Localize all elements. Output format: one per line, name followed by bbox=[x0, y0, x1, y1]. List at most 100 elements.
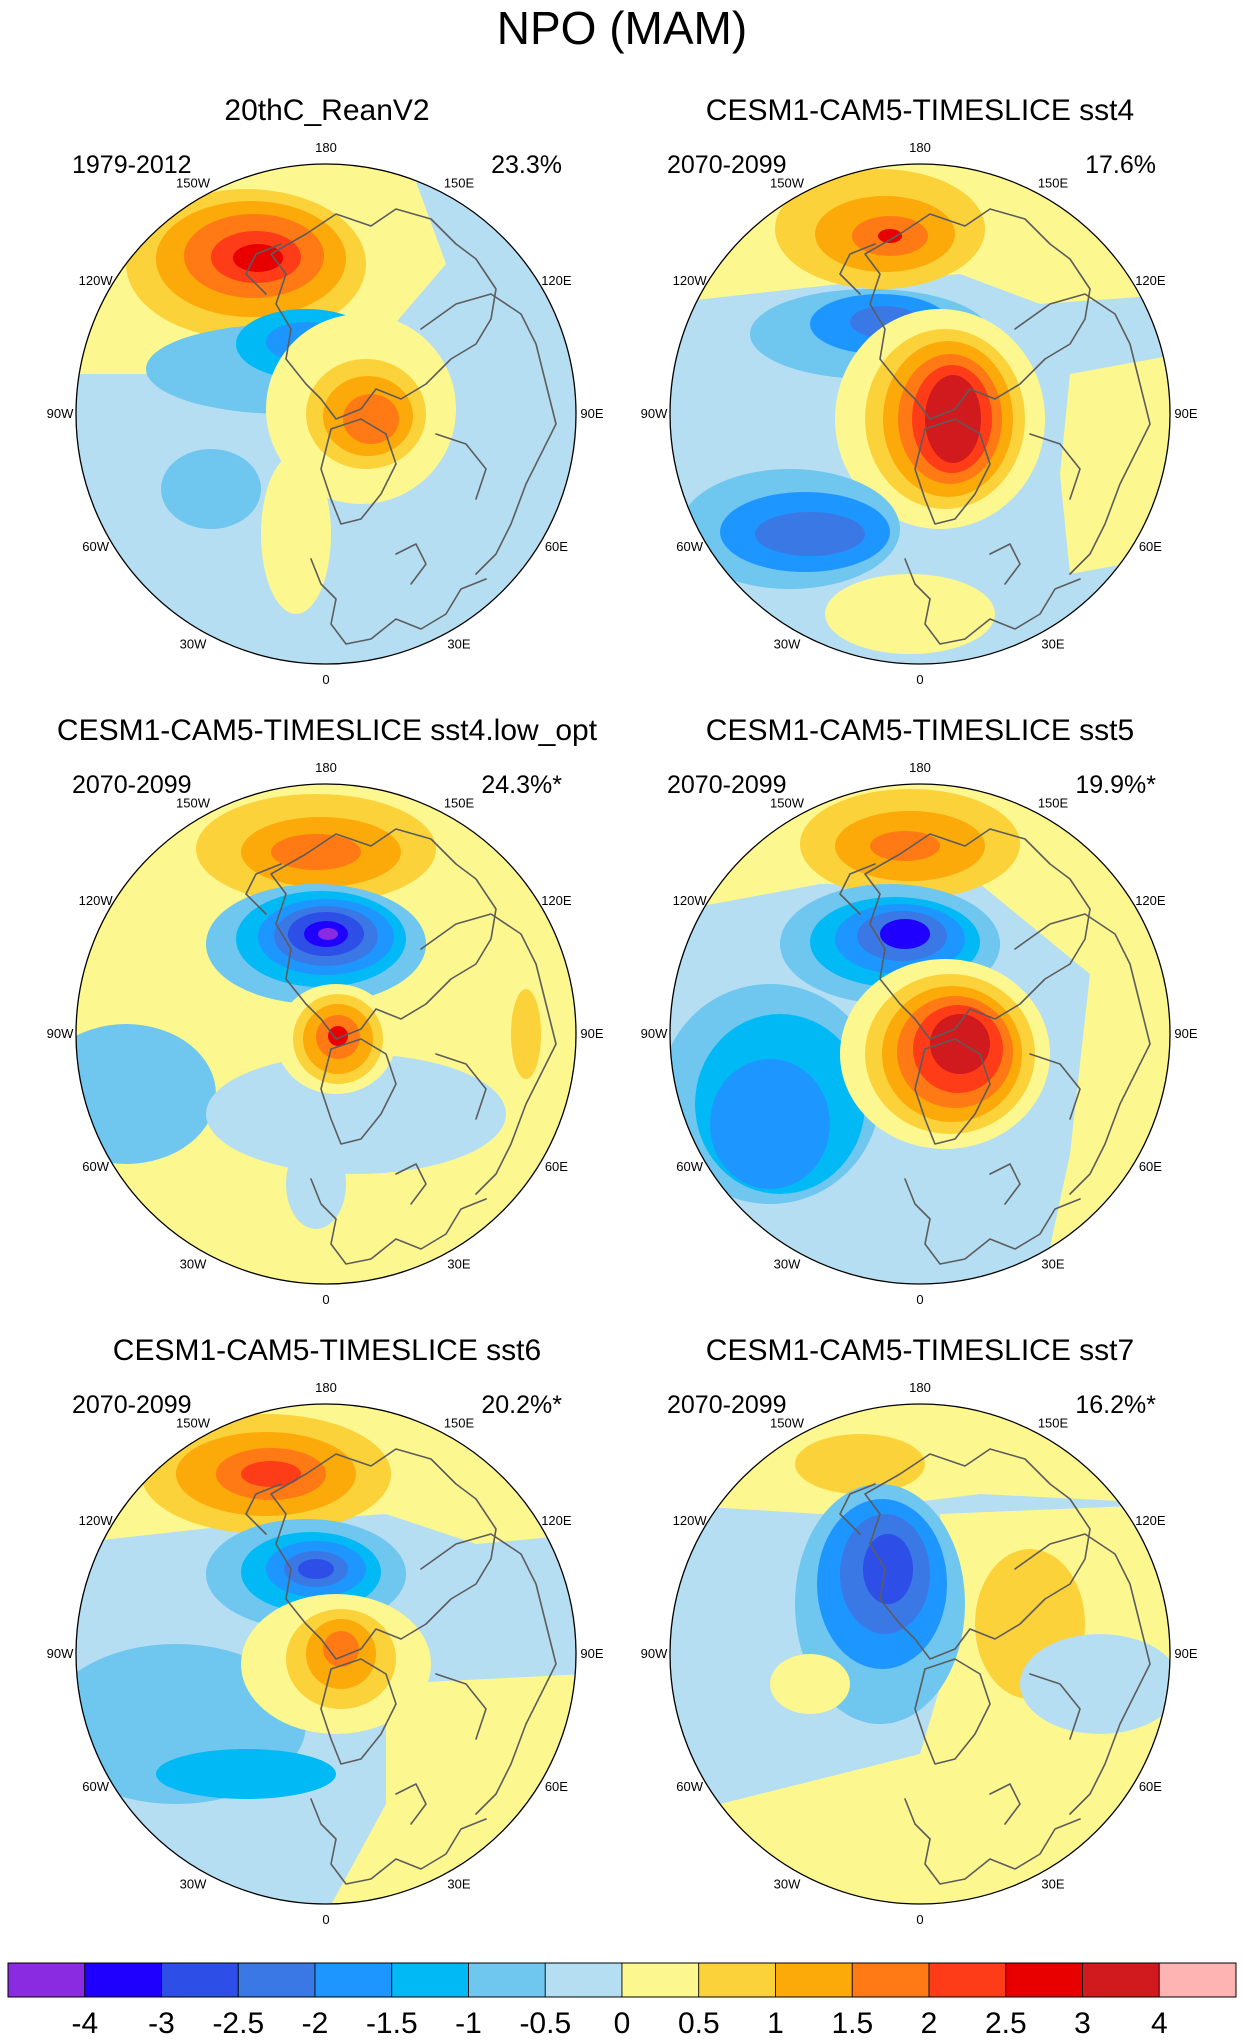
lon-label: 60E bbox=[1139, 1779, 1162, 1794]
lon-label: 150W bbox=[176, 796, 211, 811]
lon-label: 30W bbox=[180, 1256, 207, 1271]
colorbar-box bbox=[1158, 1962, 1237, 1998]
lon-label: 30W bbox=[774, 1876, 801, 1891]
lon-label: 60E bbox=[545, 1159, 568, 1174]
lon-label: 60E bbox=[1139, 1159, 1162, 1174]
longitude-labels: 180 150E 120E 90E 60E 30E 0 30W 60W 90W 120W 150W bbox=[47, 140, 604, 687]
lon-label: 30E bbox=[1041, 1876, 1064, 1891]
lon-label: 0 bbox=[322, 1912, 329, 1927]
lon-label: 150W bbox=[770, 796, 805, 811]
lon-label: 180 bbox=[315, 1380, 337, 1395]
map-disk: 180 150E 120E 90E 60E 30E 0 30W 60W 90W 120W 150W bbox=[641, 1380, 1198, 1927]
colorbar-box bbox=[237, 1962, 316, 1998]
panel-title: CESM1-CAM5-TIMESLICE sst7 bbox=[706, 1334, 1134, 1367]
panel-period: 2070-2099 bbox=[667, 151, 787, 179]
lon-label: 180 bbox=[909, 140, 931, 155]
lon-label: 120W bbox=[673, 273, 708, 288]
map-disk: 180 150E 120E 90E 60E 30E 0 30W 60W 90W 120W 150W bbox=[47, 1380, 604, 1927]
colorbar-box bbox=[544, 1962, 623, 1998]
lon-label: 60W bbox=[82, 539, 109, 554]
lon-label: 60E bbox=[545, 539, 568, 554]
colorbar-level-label: 1.5 bbox=[831, 2007, 873, 2040]
colorbar-box bbox=[7, 1962, 86, 1998]
lon-label: 0 bbox=[916, 1292, 923, 1307]
lon-label: 150E bbox=[1038, 1416, 1069, 1431]
lon-label: 180 bbox=[315, 140, 337, 155]
lon-label: 30E bbox=[1041, 1256, 1064, 1271]
lon-label: 90E bbox=[1174, 406, 1197, 421]
lon-label: 60E bbox=[545, 1779, 568, 1794]
colorbar-level-label: -3 bbox=[148, 2007, 175, 2040]
colorbar-box bbox=[1005, 1962, 1083, 1998]
colorbar-level-label: -4 bbox=[71, 2007, 98, 2040]
lon-label: 150E bbox=[444, 176, 475, 191]
lon-label: 30E bbox=[447, 1256, 470, 1271]
panel-6: CESM1-CAM5-TIMESLICE sst7 2070-2099 16.2… bbox=[641, 1334, 1198, 1927]
panel-period: 2070-2099 bbox=[72, 1391, 192, 1419]
lon-label: 30W bbox=[774, 636, 801, 651]
colorbar-level-label: -1.5 bbox=[366, 2007, 418, 2040]
colorbar-level-label: 0 bbox=[614, 2007, 631, 2040]
lon-label: 30E bbox=[1041, 636, 1064, 651]
lon-label: 180 bbox=[909, 760, 931, 775]
colorbar-level-label: -2.5 bbox=[212, 2007, 264, 2040]
lon-label: 90W bbox=[641, 1026, 668, 1041]
panel-variance: 24.3%* bbox=[481, 771, 562, 799]
lon-label: 90W bbox=[47, 1646, 74, 1661]
longitude-labels: 180 150E 120E 90E 60E 30E 0 30W 60W 90W 120W 150W bbox=[641, 760, 1198, 1307]
colorbar-boxes bbox=[7, 1962, 1237, 1998]
lon-label: 120W bbox=[673, 1513, 708, 1528]
lon-label: 150W bbox=[176, 176, 211, 191]
lon-label: 60W bbox=[676, 1159, 703, 1174]
lon-label: 0 bbox=[322, 672, 329, 687]
lon-label: 0 bbox=[322, 1292, 329, 1307]
lon-label: 60E bbox=[1139, 539, 1162, 554]
colorbar-level-label: 1 bbox=[767, 2007, 784, 2040]
lon-label: 60W bbox=[82, 1159, 109, 1174]
colorbar-level-label: 3 bbox=[1074, 2007, 1091, 2040]
lon-label: 90E bbox=[1174, 1026, 1197, 1041]
lon-label: 30E bbox=[447, 1876, 470, 1891]
panel-3: CESM1-CAM5-TIMESLICE sst4.low_opt 2070-2… bbox=[47, 714, 604, 1307]
panel-variance: 19.9%* bbox=[1075, 771, 1156, 799]
colorbar-box bbox=[621, 1962, 700, 1998]
panel-title: 20thC_ReanV2 bbox=[224, 94, 429, 127]
longitude-labels: 180 150E 120E 90E 60E 30E 0 30W 60W 90W 120W 150W bbox=[47, 760, 604, 1307]
lon-label: 120E bbox=[1135, 1513, 1166, 1528]
lon-label: 0 bbox=[916, 672, 923, 687]
colorbar-level-label: 0.5 bbox=[678, 2007, 720, 2040]
panel-variance: 16.2%* bbox=[1075, 1391, 1156, 1419]
panel-period: 2070-2099 bbox=[667, 771, 787, 799]
lon-label: 0 bbox=[916, 1912, 923, 1927]
lon-label: 120W bbox=[79, 273, 114, 288]
lon-label: 90E bbox=[580, 406, 603, 421]
colorbar-level-label: -0.5 bbox=[519, 2007, 571, 2040]
panel-2: CESM1-CAM5-TIMESLICE sst4 2070-2099 17.6… bbox=[641, 94, 1198, 687]
lon-label: 30W bbox=[774, 1256, 801, 1271]
lon-label: 150E bbox=[444, 1416, 475, 1431]
panel-variance: 20.2%* bbox=[481, 1391, 562, 1419]
lon-label: 150E bbox=[1038, 796, 1069, 811]
colorbar-box bbox=[391, 1962, 469, 1998]
panel-period: 1979-2012 bbox=[72, 151, 192, 179]
colorbar-level-label: 2.5 bbox=[985, 2007, 1027, 2040]
lon-label: 150E bbox=[444, 796, 475, 811]
colorbar-box bbox=[928, 1962, 1007, 1998]
lon-label: 120E bbox=[1135, 273, 1166, 288]
longitude-labels: 180 150E 120E 90E 60E 30E 0 30W 60W 90W 120W 150W bbox=[47, 1380, 604, 1927]
longitude-labels: 180 150E 120E 90E 60E 30E 0 30W 60W 90W 120W 150W bbox=[641, 140, 1198, 687]
lon-label: 120E bbox=[541, 273, 572, 288]
lon-label: 30W bbox=[180, 636, 207, 651]
map-disk: 180 150E 120E 90E 60E 30E 0 30W 60W 90W 120W 150W bbox=[47, 760, 604, 1307]
colorbar-box bbox=[314, 1962, 393, 1998]
map-disk: 180 150E 120E 90E 60E 30E 0 30W 60W 90W 120W 150W bbox=[641, 140, 1198, 687]
lon-label: 150W bbox=[176, 1416, 211, 1431]
lon-label: 90E bbox=[1174, 1646, 1197, 1661]
lon-label: 90W bbox=[641, 406, 668, 421]
lon-label: 60W bbox=[676, 1779, 703, 1794]
lon-label: 60W bbox=[676, 539, 703, 554]
colorbar-box bbox=[468, 1962, 546, 1998]
lon-label: 150E bbox=[1038, 176, 1069, 191]
panel-period: 2070-2099 bbox=[72, 771, 192, 799]
colorbar-frame bbox=[7, 1962, 1237, 1998]
